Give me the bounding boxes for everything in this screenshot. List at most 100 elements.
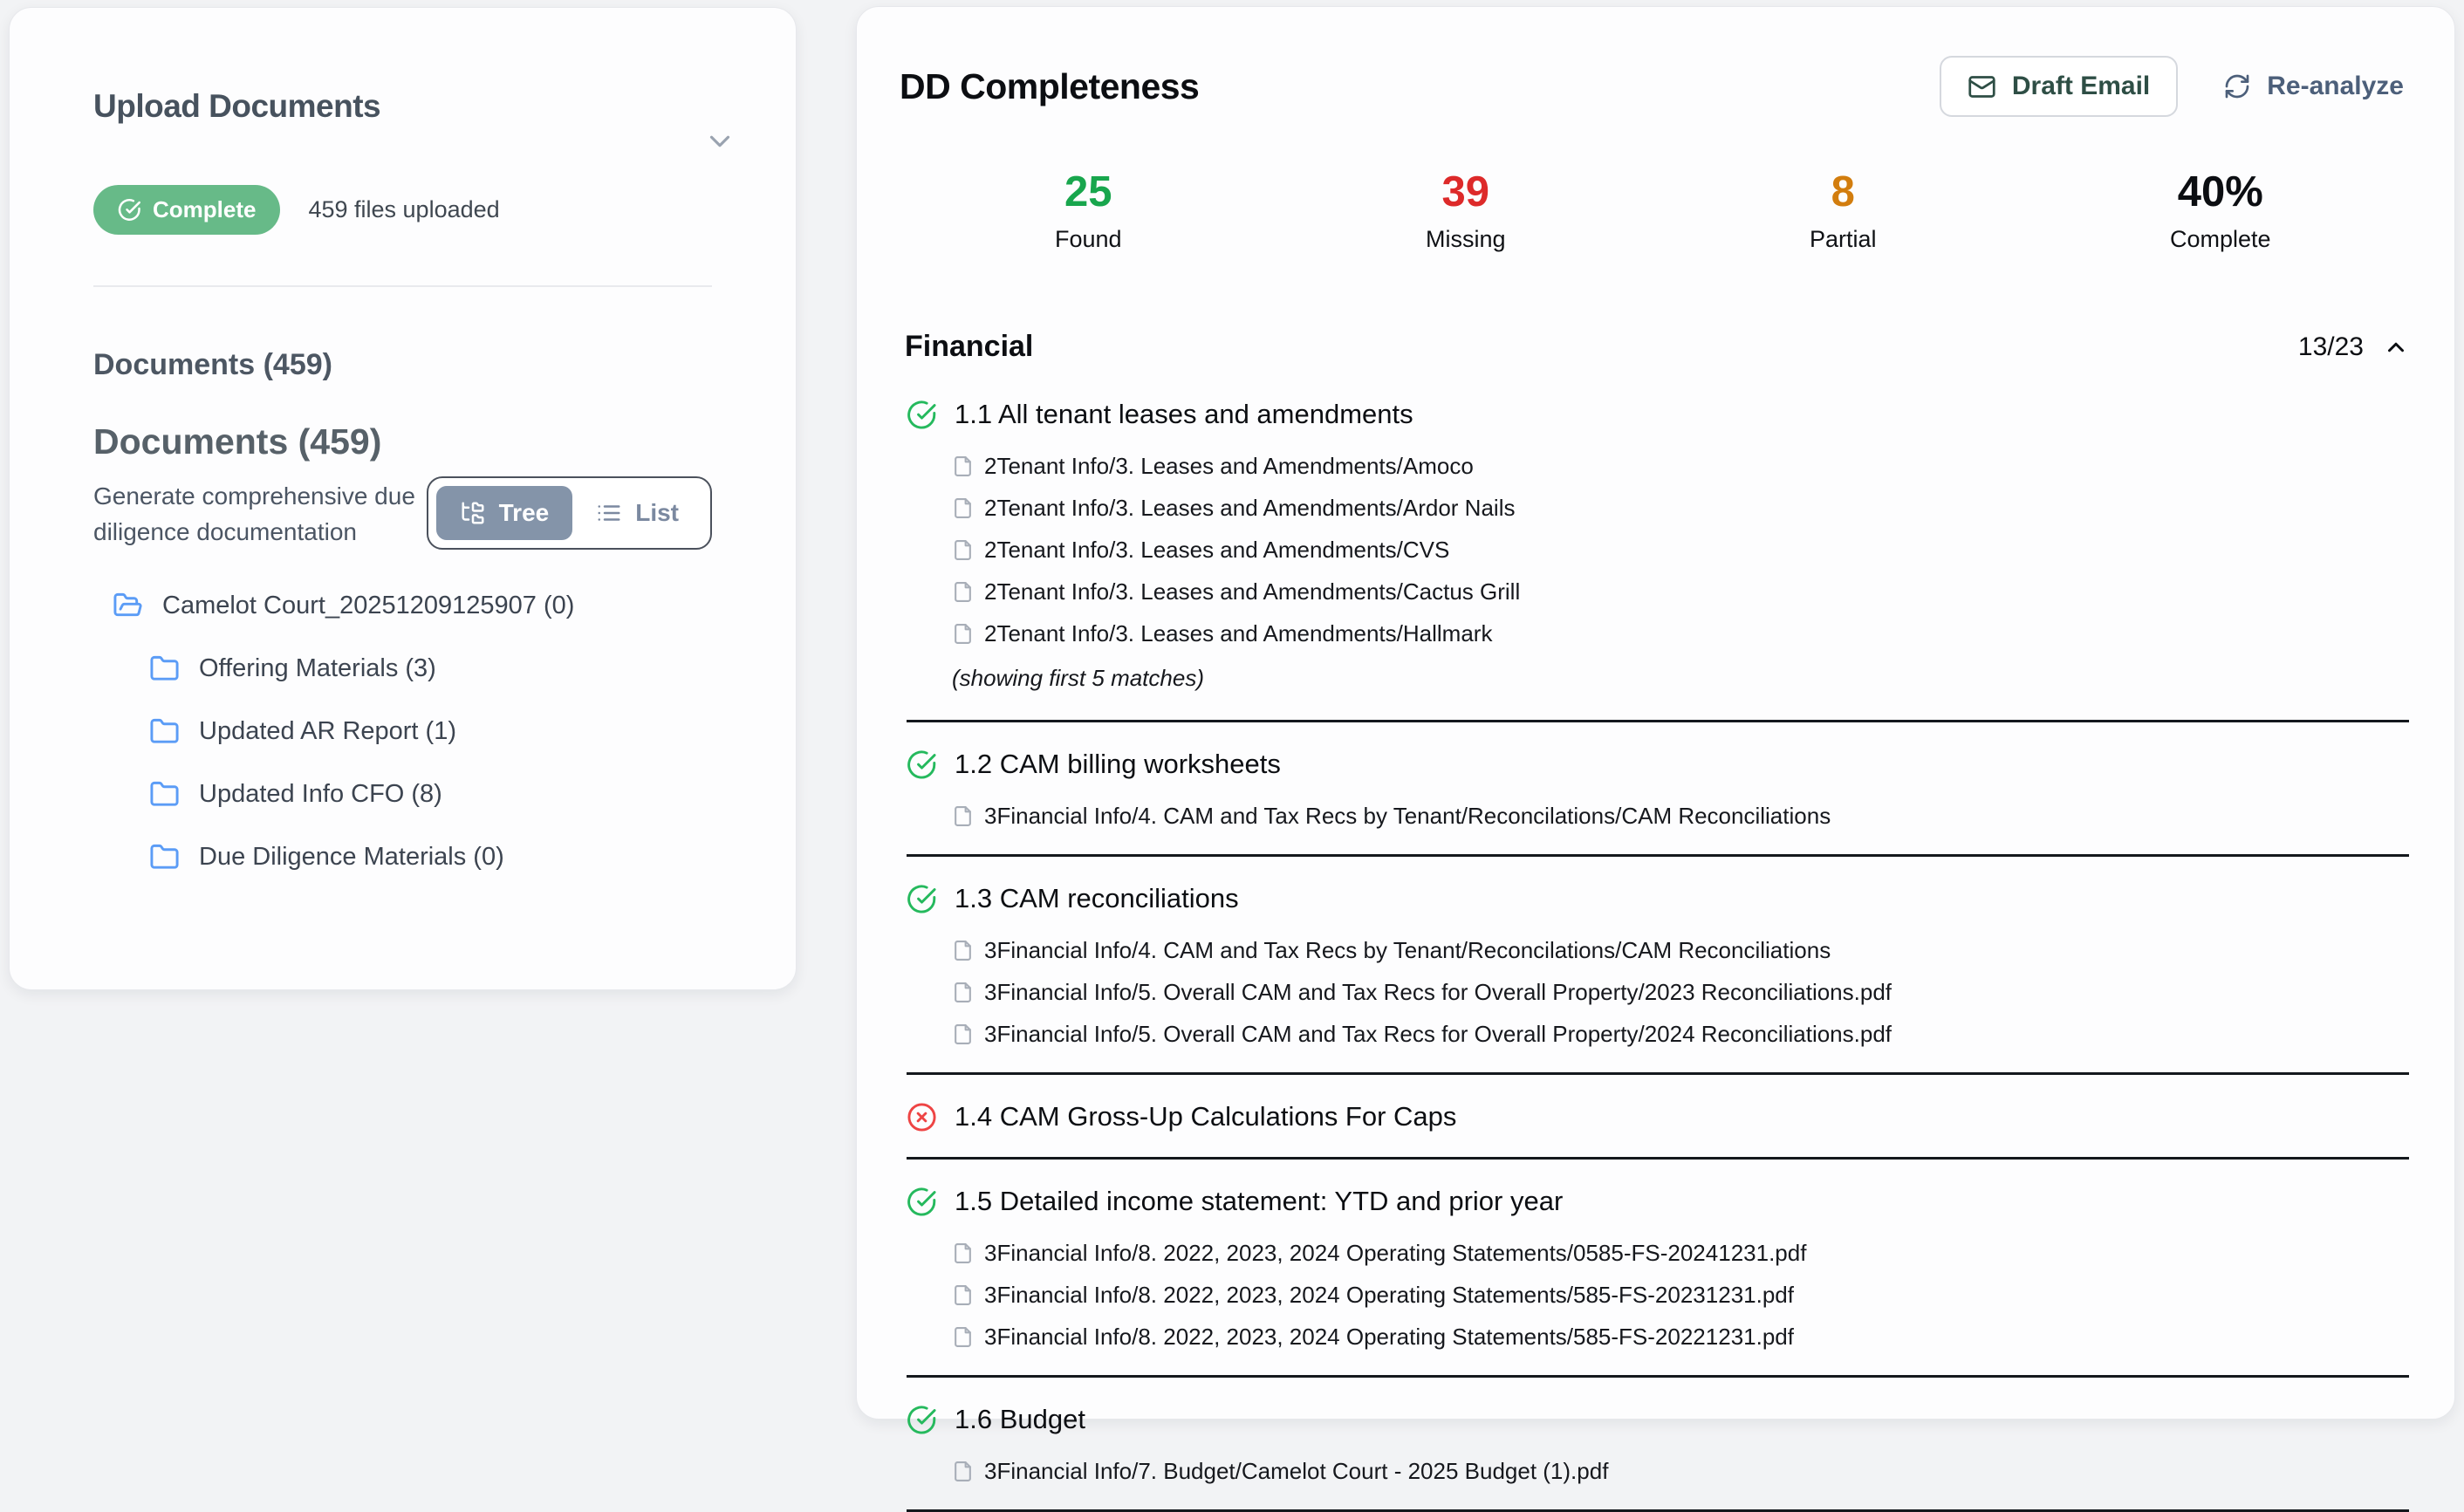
status-icon [907, 1405, 937, 1435]
documents-count-heading: Documents (459) [93, 348, 332, 381]
matched-file-row[interactable]: 3Financial Info/8. 2022, 2023, 2024 Oper… [952, 1240, 2409, 1267]
check-circle-icon [907, 1405, 936, 1433]
stat-label: Missing [1425, 226, 1506, 252]
dd-header: DD Completeness Draft Email Re-analyze [900, 56, 2409, 117]
document-tree: Camelot Court_20251209125907 (0) Offerin… [93, 574, 712, 888]
matched-files-list: 3Financial Info/8. 2022, 2023, 2024 Oper… [952, 1240, 2409, 1351]
check-circle-icon [907, 884, 936, 913]
envelope-icon [1968, 72, 1996, 101]
file-icon [952, 1242, 974, 1264]
stat-block: 25 Found [900, 171, 1277, 253]
file-path: 2Tenant Info/3. Leases and Amendments/Ha… [984, 620, 1493, 647]
upload-header: Upload Documents [93, 8, 730, 161]
checklist-item-header: 1.3 CAM reconciliations [907, 883, 2409, 914]
status-icon [907, 1102, 937, 1132]
checklist-item: 1.3 CAM reconciliations 3Financial Info/… [907, 857, 2409, 1075]
section-progress-count: 13/23 [2297, 332, 2364, 361]
matched-files-list: 3Financial Info/4. CAM and Tax Recs by T… [952, 937, 2409, 1048]
check-circle-icon [907, 400, 936, 428]
file-icon [952, 539, 974, 561]
check-circle-icon [118, 198, 141, 222]
matched-files-list: 3Financial Info/4. CAM and Tax Recs by T… [952, 803, 2409, 830]
documents-title: Documents (459) [93, 421, 382, 462]
checklist-item-header: 1.2 CAM billing worksheets [907, 749, 2409, 780]
reanalyze-label: Re-analyze [2267, 72, 2404, 100]
tree-folder-row[interactable]: Updated Info CFO (8) [93, 763, 712, 825]
matched-file-row[interactable]: 3Financial Info/8. 2022, 2023, 2024 Oper… [952, 1324, 2409, 1351]
section-collapse-control[interactable]: 13/23 [2298, 332, 2409, 362]
file-icon [952, 455, 974, 477]
file-icon [952, 1023, 974, 1045]
checklist-item-title: 1.1 All tenant leases and amendments [955, 399, 1413, 429]
tree-folder-row[interactable]: Offering Materials (3) [93, 637, 712, 700]
view-toggle: Tree List [426, 476, 712, 550]
checklist-item-header: 1.1 All tenant leases and amendments [907, 399, 2409, 430]
status-icon [907, 1187, 937, 1217]
file-icon [952, 1284, 974, 1306]
stat-block: 39 Missing [1277, 171, 1655, 253]
dd-actions: Draft Email Re-analyze [1939, 56, 2409, 117]
matched-file-row[interactable]: 3Financial Info/8. 2022, 2023, 2024 Oper… [952, 1282, 2409, 1309]
chevron-down-icon [703, 135, 736, 161]
matched-file-row[interactable]: 3Financial Info/4. CAM and Tax Recs by T… [952, 937, 2409, 964]
matched-file-row[interactable]: 2Tenant Info/3. Leases and Amendments/Ca… [952, 578, 2409, 605]
app-background: { "left_panel": { "upload": { "title": "… [9, 6, 2455, 1512]
matched-file-row[interactable]: 2Tenant Info/3. Leases and Amendments/Am… [952, 453, 2409, 480]
files-uploaded-count: 459 files uploaded [308, 196, 500, 222]
documents-title-block: Documents (459) Generate comprehensive d… [93, 417, 427, 550]
divider [93, 285, 712, 287]
tree-folder-label: Updated AR Report (1) [199, 716, 456, 745]
matched-file-row[interactable]: 2Tenant Info/3. Leases and Amendments/CV… [952, 537, 2409, 564]
stat-block: 40% Complete [2032, 171, 2410, 253]
checklist-item-title: 1.3 CAM reconciliations [955, 883, 1239, 913]
stat-block: 8 Partial [1654, 171, 2032, 253]
status-icon [907, 400, 937, 430]
file-path: 3Financial Info/4. CAM and Tax Recs by T… [984, 803, 1831, 829]
draft-email-button[interactable]: Draft Email [1939, 56, 2179, 117]
checklist-item-header: 1.6 Budget [907, 1404, 2409, 1435]
file-icon [952, 1461, 974, 1482]
file-icon [952, 581, 974, 603]
tree-folder-label: Offering Materials (3) [199, 653, 436, 682]
file-icon [952, 982, 974, 1003]
upload-title: Upload Documents [93, 88, 381, 124]
chevron-up-icon [2383, 334, 2409, 360]
matched-file-row[interactable]: 3Financial Info/4. CAM and Tax Recs by T… [952, 803, 2409, 830]
matched-files-list: 2Tenant Info/3. Leases and Amendments/Am… [952, 453, 2409, 647]
checklist-item: 1.2 CAM billing worksheets 3Financial In… [907, 722, 2409, 857]
file-path: 2Tenant Info/3. Leases and Amendments/Ca… [984, 578, 1521, 605]
documents-header-row: Documents (459) Generate comprehensive d… [93, 417, 712, 550]
tree-folder-row[interactable]: Updated AR Report (1) [93, 700, 712, 763]
tree-icon [460, 500, 486, 526]
matched-file-row[interactable]: 3Financial Info/7. Budget/Camelot Court … [952, 1458, 2409, 1485]
stat-label: Found [1054, 226, 1122, 252]
file-icon [952, 1326, 974, 1348]
collapse-panel-button[interactable] [703, 125, 736, 161]
tree-folder-row[interactable]: Due Diligence Materials (0) [93, 825, 712, 888]
tree-folder-row[interactable]: Camelot Court_20251209125907 (0) [93, 574, 712, 637]
matched-file-row[interactable]: 2Tenant Info/3. Leases and Amendments/Ha… [952, 620, 2409, 647]
tree-view-label: Tree [498, 499, 550, 526]
reanalyze-button[interactable]: Re-analyze [2218, 71, 2409, 102]
file-path: 2Tenant Info/3. Leases and Amendments/CV… [984, 537, 1450, 563]
completeness-stats: 25 Found 39 Missing 8 Partial 40% Comple… [900, 171, 2409, 253]
checklist-item-title: 1.5 Detailed income statement: YTD and p… [955, 1186, 1564, 1216]
upload-documents-panel: Upload Documents Complete 459 files uplo… [9, 7, 797, 990]
tree-view-button[interactable]: Tree [435, 486, 573, 540]
matched-file-row[interactable]: 2Tenant Info/3. Leases and Amendments/Ar… [952, 495, 2409, 522]
section-name: Financial [905, 330, 1034, 363]
tree-folder-label: Camelot Court_20251209125907 (0) [162, 591, 575, 619]
stat-value: 40% [2177, 168, 2263, 216]
file-icon [952, 623, 974, 645]
checklist-item: 1.5 Detailed income statement: YTD and p… [907, 1160, 2409, 1378]
stat-label: Partial [1809, 226, 1877, 252]
match-note: (showing first 5 matches) [952, 665, 1204, 691]
stat-label: Complete [2169, 226, 2271, 252]
file-icon [952, 940, 974, 961]
x-circle-icon [907, 1102, 936, 1132]
matched-file-row[interactable]: 3Financial Info/5. Overall CAM and Tax R… [952, 1021, 2409, 1048]
section-header-financial: Financial 13/23 [900, 330, 2409, 364]
matched-file-row[interactable]: 3Financial Info/5. Overall CAM and Tax R… [952, 979, 2409, 1006]
page-title: DD Completeness [900, 65, 1200, 106]
list-view-button[interactable]: List [572, 486, 702, 540]
